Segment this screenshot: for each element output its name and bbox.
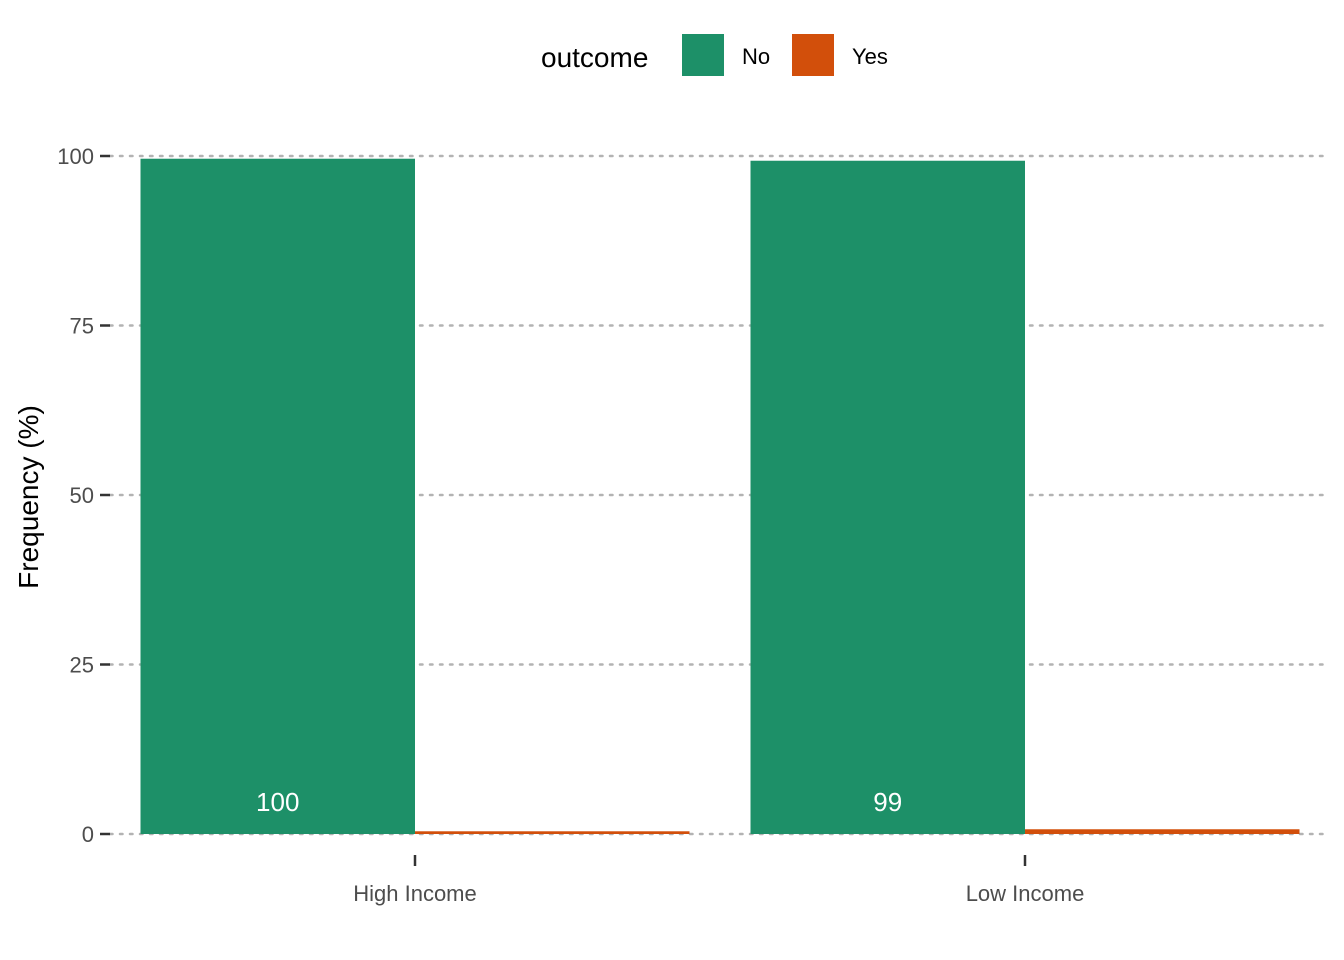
y-axis-title: Frequency (%) <box>13 405 44 589</box>
legend-swatch-no <box>682 34 724 76</box>
data-label-high-income-no: 100 <box>256 787 299 817</box>
y-tick-label-0: 0 <box>82 822 94 847</box>
x-tick-label-high-income: High Income <box>353 881 477 906</box>
bar-low-income-yes <box>1025 829 1300 834</box>
y-tick-label-25: 25 <box>70 653 94 678</box>
legend-swatch-yes <box>792 34 834 76</box>
y-axis: 0 25 50 75 100 <box>57 144 110 847</box>
y-tick-label-50: 50 <box>70 483 94 508</box>
x-axis: High Income Low Income <box>353 855 1084 906</box>
data-label-low-income-no: 99 <box>873 787 902 817</box>
legend-label-yes: Yes <box>852 44 888 69</box>
bar-low-income-no <box>750 160 1025 835</box>
bars <box>140 158 1300 835</box>
y-tick-label-75: 75 <box>70 314 94 339</box>
data-labels: 100 99 <box>256 787 902 817</box>
legend-title: outcome <box>541 42 648 73</box>
bar-high-income-no <box>140 158 415 834</box>
legend-label-no: No <box>742 44 770 69</box>
bar-high-income-yes <box>415 831 690 834</box>
legend: outcome No Yes <box>541 34 888 76</box>
y-tick-label-100: 100 <box>57 144 94 169</box>
x-tick-label-low-income: Low Income <box>966 881 1085 906</box>
